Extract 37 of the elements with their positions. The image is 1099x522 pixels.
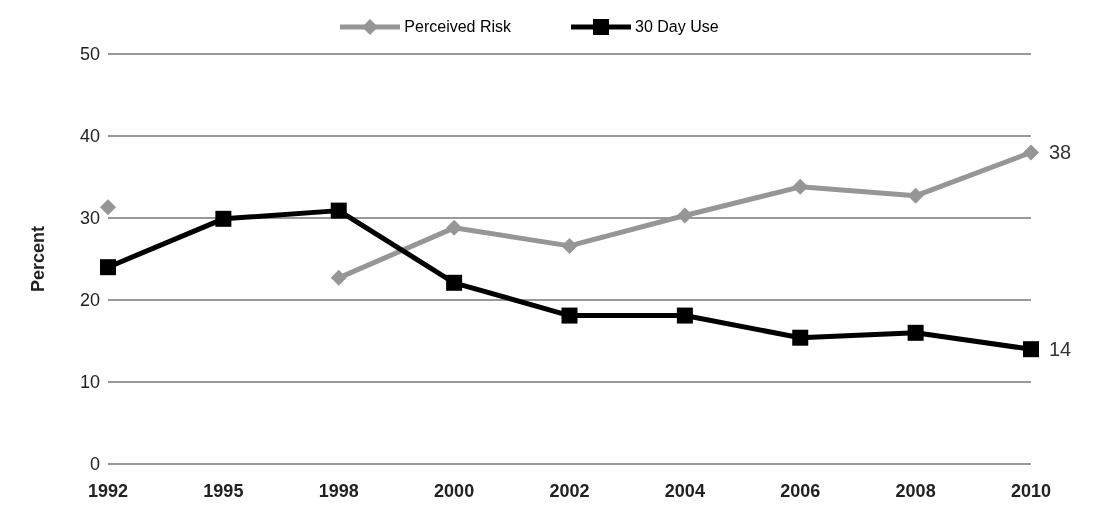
x-tick-label: 2004 <box>664 480 705 501</box>
y-tick-label: 50 <box>79 44 100 65</box>
data-label: 14 <box>1049 338 1072 361</box>
y-tick-label: 0 <box>89 454 100 475</box>
point <box>561 237 578 254</box>
legend-label: 30 Day Use <box>635 18 719 36</box>
y-tick-label: 30 <box>79 208 100 229</box>
legend-label: Perceived Risk <box>404 18 512 36</box>
point <box>561 307 578 324</box>
x-tick-label: 2002 <box>549 480 590 501</box>
point <box>1023 144 1039 161</box>
point <box>100 199 116 216</box>
x-tick-label: 2006 <box>780 480 821 501</box>
y-tick-label: 40 <box>79 126 100 147</box>
point <box>330 202 347 219</box>
point <box>907 324 924 341</box>
point <box>100 259 116 276</box>
point <box>676 307 693 324</box>
point <box>792 178 809 195</box>
y-tick-label: 20 <box>79 290 100 311</box>
point <box>330 269 347 286</box>
data-label: 38 <box>1049 141 1072 164</box>
point <box>446 219 463 236</box>
point <box>215 210 232 227</box>
point <box>446 274 463 291</box>
x-tick-label: 1992 <box>87 480 129 501</box>
x-tick-label: 2010 <box>1010 480 1052 501</box>
point <box>676 207 693 224</box>
x-tick-label: 1998 <box>318 480 359 501</box>
point <box>907 187 924 204</box>
x-tick-label: 1995 <box>203 480 244 501</box>
point <box>1023 341 1039 358</box>
x-tick-label: 2000 <box>434 480 475 501</box>
y-tick-label: 10 <box>79 372 100 393</box>
x-tick-label: 2008 <box>895 480 936 501</box>
point <box>792 329 809 346</box>
y-axis-title: Percent <box>28 225 49 293</box>
